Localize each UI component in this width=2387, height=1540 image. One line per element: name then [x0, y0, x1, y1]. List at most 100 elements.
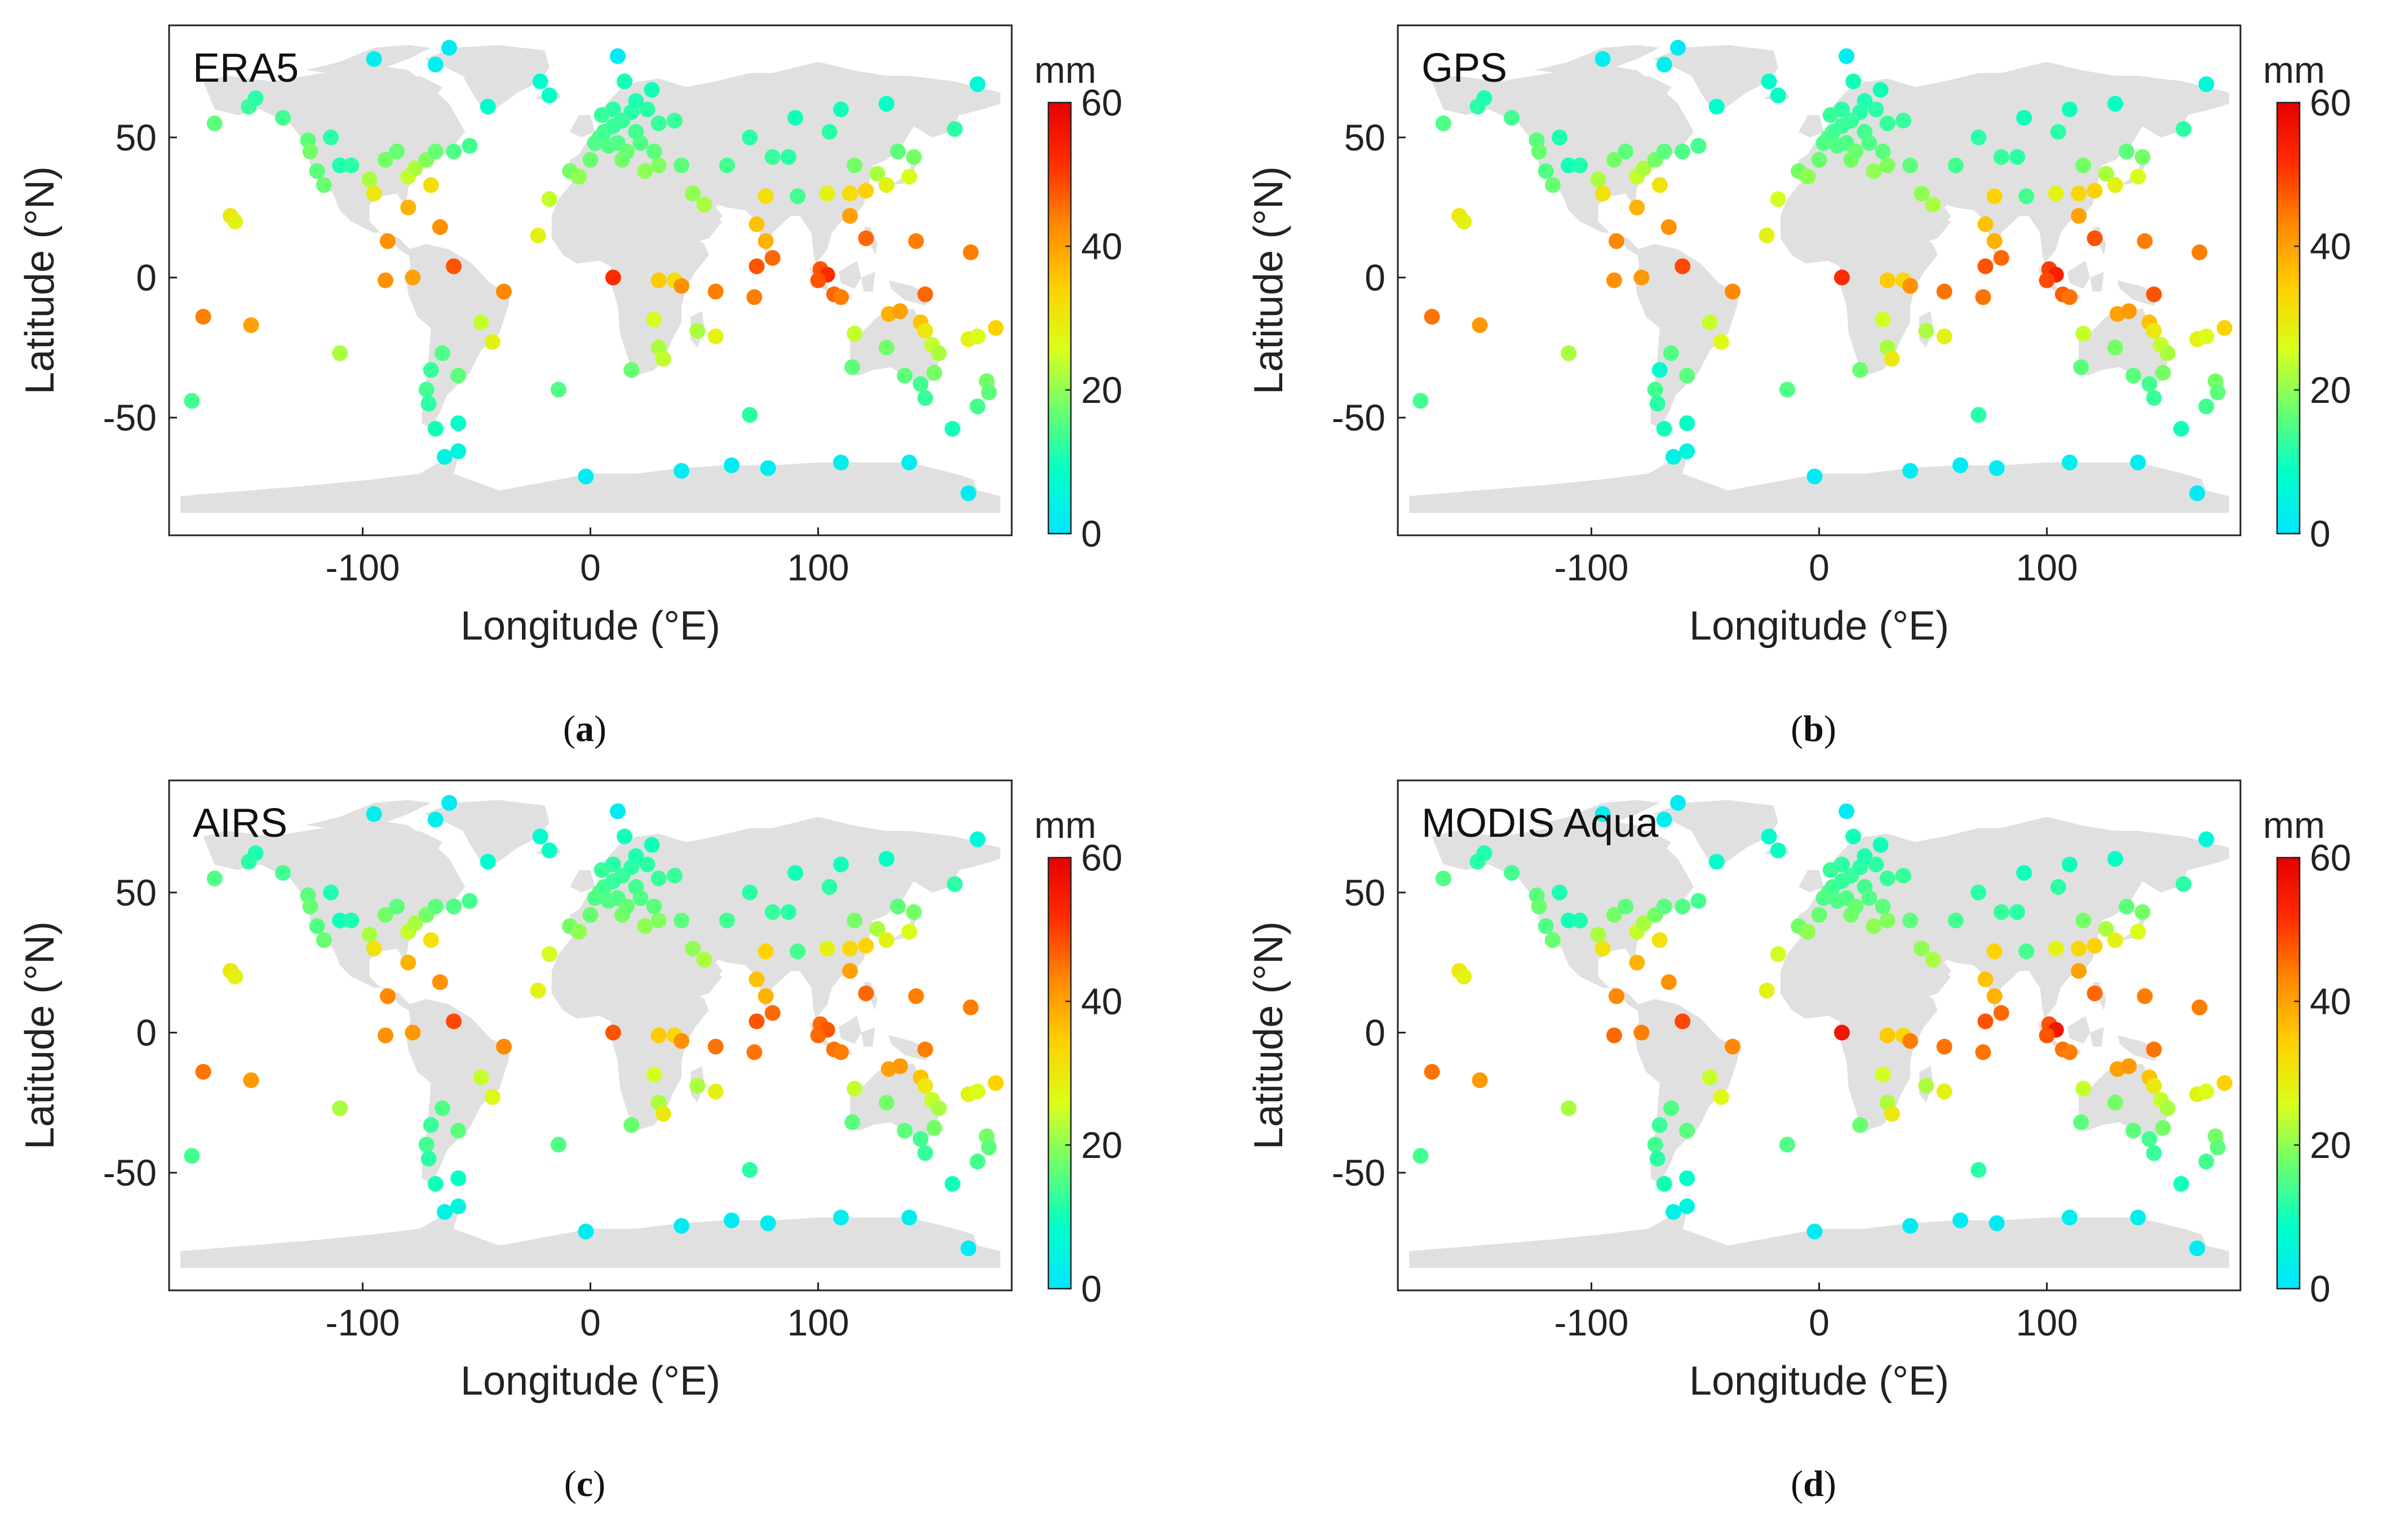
station-point [1665, 449, 1681, 465]
station-point [275, 865, 291, 881]
station-point [655, 1106, 671, 1122]
station-point [1663, 345, 1679, 361]
station-point [650, 1027, 667, 1044]
station-point [2075, 326, 2092, 341]
station-point [184, 1148, 200, 1164]
station-point [1989, 1215, 2005, 1231]
station-points [1412, 795, 2233, 1257]
station-point [420, 1151, 437, 1167]
station-point [1902, 463, 1919, 479]
station-point [833, 1209, 849, 1226]
station-point [1679, 1170, 1695, 1187]
station-point [2209, 1139, 2226, 1156]
station-point [1879, 272, 1896, 289]
station-point [981, 1139, 997, 1156]
station-point [760, 460, 776, 476]
station-point [484, 334, 501, 350]
station-point [2073, 359, 2089, 375]
station-point [2137, 988, 2153, 1004]
station-point [610, 803, 626, 819]
station-point [450, 367, 467, 384]
station-point [2146, 286, 2162, 303]
station-point [892, 1058, 908, 1075]
station-point [908, 988, 924, 1004]
station-point [787, 865, 804, 881]
station-point [2198, 831, 2215, 847]
station-point [2062, 856, 2078, 873]
station-point [2071, 185, 2087, 202]
station-point [2107, 1094, 2123, 1111]
station-point [947, 876, 963, 892]
station-point [1663, 1100, 1679, 1116]
station-point [913, 376, 929, 392]
station-point [1761, 73, 1777, 90]
station-point [578, 1223, 594, 1240]
station-point [749, 1013, 765, 1029]
station-point [2050, 124, 2066, 140]
station-point [1759, 227, 1775, 243]
station-point [322, 129, 339, 145]
station-point [2075, 1081, 2092, 1097]
station-point [1986, 988, 2003, 1004]
station-point [2216, 1075, 2233, 1091]
station-point [1476, 845, 1493, 862]
station-point [897, 367, 913, 384]
station-point [1902, 1218, 1919, 1234]
station-point [632, 890, 649, 906]
station-point [2016, 865, 2032, 881]
station-point [646, 1067, 662, 1083]
x-tick-label: -100 [1554, 547, 1628, 588]
station-point [423, 932, 439, 948]
station-point [1636, 915, 1652, 931]
station-point [1675, 258, 1691, 274]
station-point [434, 345, 450, 361]
station-point [913, 1131, 929, 1147]
station-point [1531, 143, 1547, 159]
station-point [667, 113, 683, 129]
station-point [878, 932, 894, 948]
station-points [184, 39, 1004, 502]
station-point [1952, 1212, 1968, 1228]
station-point [366, 940, 382, 957]
station-point [746, 1044, 763, 1060]
station-point [316, 177, 332, 193]
station-point [1759, 982, 1775, 998]
station-point [418, 381, 435, 398]
colorbar-gradient [1047, 101, 1072, 535]
station-point [2087, 985, 2103, 1001]
station-point [1970, 1162, 1987, 1178]
station-point [901, 924, 918, 940]
station-point [480, 99, 496, 115]
x-tick-label: 0 [580, 1302, 601, 1343]
station-point [655, 350, 671, 367]
station-point [987, 320, 1004, 336]
station-point [1845, 73, 1862, 90]
station-point [628, 93, 644, 109]
station-point [1647, 381, 1663, 398]
station-point [858, 985, 874, 1001]
station-point [906, 149, 922, 165]
station-point [1884, 350, 1900, 367]
station-point [2130, 1209, 2146, 1226]
y-tick-label: 50 [1344, 872, 1385, 913]
station-point [1713, 1089, 1729, 1105]
station-point [650, 871, 667, 886]
station-point [377, 152, 393, 168]
station-point [1656, 143, 1672, 159]
station-point [960, 485, 977, 502]
station-point [332, 345, 348, 361]
station-point [1713, 334, 1729, 350]
colorbar-tick-label: 40 [1081, 980, 1122, 1022]
station-point [847, 157, 863, 174]
station-point [361, 171, 378, 188]
station-point [674, 463, 690, 479]
colorbar-tick-label: 60 [1081, 82, 1122, 123]
station-point [332, 912, 348, 929]
station-point [981, 384, 997, 401]
station-point [1779, 381, 1795, 398]
map-panel-1: -100 0 100 -50 0 50 Longitude (°E) Latitude (°N… [17, 24, 1122, 749]
station-point [878, 339, 894, 356]
station-point [1435, 871, 1451, 886]
station-point [1651, 362, 1668, 378]
